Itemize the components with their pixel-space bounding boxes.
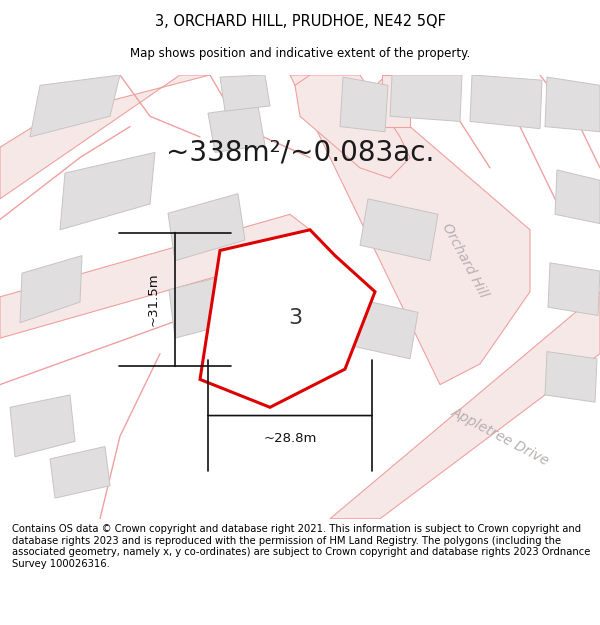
Polygon shape — [60, 152, 155, 230]
Polygon shape — [295, 75, 410, 178]
Polygon shape — [0, 214, 310, 338]
Polygon shape — [545, 352, 597, 402]
Polygon shape — [220, 75, 270, 111]
Circle shape — [373, 75, 417, 121]
Polygon shape — [168, 194, 245, 261]
Text: ~338m²/~0.083ac.: ~338m²/~0.083ac. — [166, 138, 434, 166]
Text: Contains OS data © Crown copyright and database right 2021. This information is : Contains OS data © Crown copyright and d… — [12, 524, 590, 569]
Polygon shape — [200, 230, 375, 408]
Polygon shape — [235, 292, 305, 359]
Polygon shape — [340, 77, 388, 132]
Polygon shape — [0, 75, 210, 199]
Polygon shape — [20, 256, 82, 322]
Polygon shape — [169, 273, 242, 338]
Text: Map shows position and indicative extent of the property.: Map shows position and indicative extent… — [130, 48, 470, 61]
Polygon shape — [208, 106, 265, 152]
Polygon shape — [30, 75, 120, 137]
Polygon shape — [390, 75, 462, 121]
Polygon shape — [360, 199, 438, 261]
Text: Appletree Drive: Appletree Drive — [449, 404, 551, 468]
Polygon shape — [548, 263, 600, 316]
Polygon shape — [290, 75, 530, 384]
Text: ~31.5m: ~31.5m — [146, 272, 160, 326]
Polygon shape — [340, 297, 418, 359]
Polygon shape — [555, 170, 600, 224]
Polygon shape — [330, 292, 600, 519]
Text: 3: 3 — [288, 308, 302, 328]
Polygon shape — [50, 446, 110, 498]
Text: ~28.8m: ~28.8m — [263, 432, 317, 445]
Polygon shape — [382, 75, 410, 127]
Polygon shape — [545, 77, 600, 132]
Text: 3, ORCHARD HILL, PRUDHOE, NE42 5QF: 3, ORCHARD HILL, PRUDHOE, NE42 5QF — [155, 14, 445, 29]
Polygon shape — [10, 395, 75, 457]
Text: Orchard Hill: Orchard Hill — [439, 221, 491, 301]
Polygon shape — [470, 75, 542, 129]
